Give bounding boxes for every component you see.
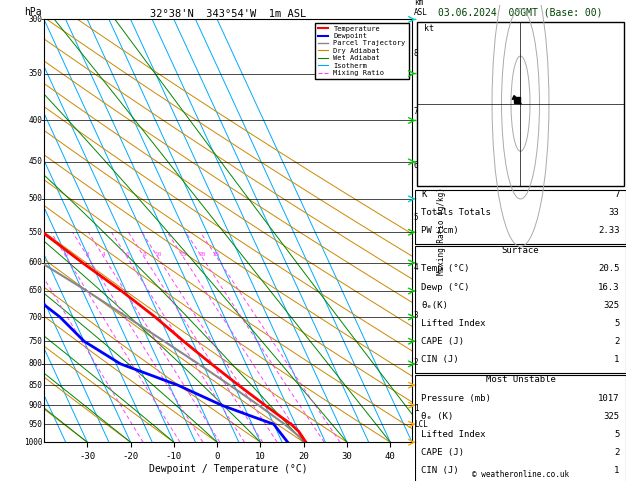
Text: PW (cm): PW (cm) bbox=[421, 226, 459, 235]
Text: 6: 6 bbox=[125, 252, 129, 257]
X-axis label: Dewpoint / Temperature (°C): Dewpoint / Temperature (°C) bbox=[148, 464, 308, 474]
Text: 1: 1 bbox=[614, 466, 620, 475]
Text: hPa: hPa bbox=[24, 7, 42, 17]
Text: 1: 1 bbox=[414, 404, 418, 413]
Text: 325: 325 bbox=[603, 301, 620, 310]
Text: Totals Totals: Totals Totals bbox=[421, 208, 491, 217]
Text: 1017: 1017 bbox=[598, 394, 620, 402]
Text: km
ASL: km ASL bbox=[414, 0, 428, 17]
Text: 550: 550 bbox=[28, 228, 42, 237]
Text: Lifted Index: Lifted Index bbox=[421, 319, 486, 328]
Text: 10: 10 bbox=[154, 252, 162, 257]
Text: 700: 700 bbox=[28, 312, 42, 322]
Text: 20.5: 20.5 bbox=[598, 264, 620, 274]
Text: 2: 2 bbox=[614, 448, 620, 457]
Text: 3: 3 bbox=[414, 311, 418, 320]
Text: 5: 5 bbox=[614, 319, 620, 328]
Text: 8: 8 bbox=[414, 50, 418, 58]
Legend: Temperature, Dewpoint, Parcel Trajectory, Dry Adiabat, Wet Adiabat, Isotherm, Mi: Temperature, Dewpoint, Parcel Trajectory… bbox=[314, 23, 408, 79]
Text: 33: 33 bbox=[609, 208, 620, 217]
Text: 7: 7 bbox=[414, 107, 418, 116]
Text: 5: 5 bbox=[614, 430, 620, 439]
Text: 2: 2 bbox=[414, 358, 418, 366]
Text: CIN (J): CIN (J) bbox=[421, 355, 459, 364]
Text: 950: 950 bbox=[28, 420, 42, 429]
Text: 15: 15 bbox=[179, 252, 187, 257]
Text: 600: 600 bbox=[28, 259, 42, 267]
Text: 400: 400 bbox=[28, 116, 42, 125]
Text: 850: 850 bbox=[28, 381, 42, 390]
Text: 03.06.2024  00GMT (Base: 00): 03.06.2024 00GMT (Base: 00) bbox=[438, 7, 603, 17]
Bar bbox=[415, 375, 626, 484]
Text: 6: 6 bbox=[414, 161, 418, 170]
Text: CIN (J): CIN (J) bbox=[421, 466, 459, 475]
Text: 4: 4 bbox=[102, 252, 106, 257]
Text: Lifted Index: Lifted Index bbox=[421, 430, 486, 439]
Text: 800: 800 bbox=[28, 359, 42, 368]
Text: 3: 3 bbox=[86, 252, 90, 257]
Text: 25: 25 bbox=[213, 252, 220, 257]
Text: 8: 8 bbox=[142, 252, 146, 257]
Text: θₑ(K): θₑ(K) bbox=[421, 301, 448, 310]
Bar bbox=[415, 246, 626, 373]
Text: 2.33: 2.33 bbox=[598, 226, 620, 235]
Text: 900: 900 bbox=[28, 401, 42, 410]
Text: 450: 450 bbox=[28, 157, 42, 166]
Text: θₑ (K): θₑ (K) bbox=[421, 412, 454, 420]
Bar bbox=[417, 21, 624, 186]
Text: kt: kt bbox=[423, 24, 433, 33]
Text: 5: 5 bbox=[414, 213, 418, 223]
Text: Temp (°C): Temp (°C) bbox=[421, 264, 470, 274]
Text: 4: 4 bbox=[414, 263, 418, 272]
Text: © weatheronline.co.uk: © weatheronline.co.uk bbox=[472, 470, 569, 479]
Text: 16.3: 16.3 bbox=[598, 282, 620, 292]
Text: Surface: Surface bbox=[502, 246, 539, 255]
Text: 650: 650 bbox=[28, 286, 42, 295]
Text: K: K bbox=[421, 190, 427, 199]
Text: 350: 350 bbox=[28, 69, 42, 78]
Text: 7: 7 bbox=[614, 190, 620, 199]
Text: Mixing Ratio (g/kg): Mixing Ratio (g/kg) bbox=[437, 187, 446, 275]
Text: 325: 325 bbox=[603, 412, 620, 420]
Text: LCL: LCL bbox=[414, 420, 428, 430]
Text: 300: 300 bbox=[28, 15, 42, 24]
Bar bbox=[415, 190, 626, 244]
Text: 1: 1 bbox=[614, 355, 620, 364]
Title: 32°38'N  343°54'W  1m ASL: 32°38'N 343°54'W 1m ASL bbox=[150, 9, 306, 18]
Text: CAPE (J): CAPE (J) bbox=[421, 337, 464, 346]
Text: 2: 2 bbox=[64, 252, 68, 257]
Text: Most Unstable: Most Unstable bbox=[486, 375, 555, 384]
Text: 750: 750 bbox=[28, 337, 42, 346]
Text: CAPE (J): CAPE (J) bbox=[421, 448, 464, 457]
Text: 2: 2 bbox=[614, 337, 620, 346]
Text: 500: 500 bbox=[28, 194, 42, 203]
Text: Dewp (°C): Dewp (°C) bbox=[421, 282, 470, 292]
Text: Pressure (mb): Pressure (mb) bbox=[421, 394, 491, 402]
Text: 20: 20 bbox=[198, 252, 206, 257]
Text: 1000: 1000 bbox=[24, 438, 42, 447]
